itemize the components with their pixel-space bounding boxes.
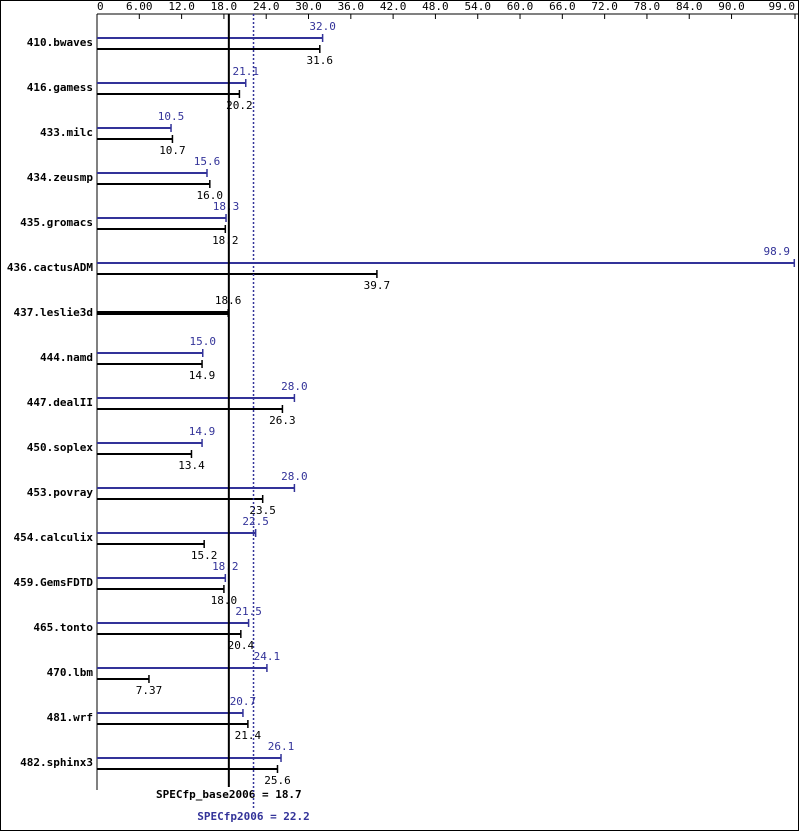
value-label: 15.6: [194, 155, 221, 168]
value-label: 22.5: [242, 515, 269, 528]
x-tick-label: 72.0: [591, 0, 618, 13]
category-label: 435.gromacs: [20, 216, 93, 229]
value-label: 18.2: [212, 560, 239, 573]
x-tick-label: 12.0: [168, 0, 195, 13]
x-tick-label: 42.0: [380, 0, 407, 13]
value-label: 28.0: [281, 470, 308, 483]
x-tick-label: 18.0: [211, 0, 238, 13]
value-label: 18.0: [211, 594, 238, 607]
value-label: 7.37: [136, 684, 163, 697]
value-label: 15.2: [191, 549, 218, 562]
x-tick-label: 0: [97, 0, 104, 13]
category-label: 437.leslie3d: [14, 306, 93, 319]
value-label: 31.6: [307, 54, 334, 67]
reference-label: SPECfp2006 = 22.2: [197, 810, 310, 823]
category-label: 470.lbm: [47, 666, 94, 679]
value-label: 20.2: [226, 99, 253, 112]
x-tick-label: 78.0: [634, 0, 661, 13]
x-tick-label: 6.00: [126, 0, 153, 13]
value-label: 13.4: [178, 459, 205, 472]
value-label: 98.9: [764, 245, 791, 258]
x-tick-label: 99.0: [769, 0, 796, 13]
value-label: 21.5: [235, 605, 262, 618]
value-label: 18.3: [213, 200, 240, 213]
category-label: 453.povray: [27, 486, 94, 499]
category-label: 434.zeusmp: [27, 171, 94, 184]
value-label: 21.1: [233, 65, 260, 78]
value-label: 39.7: [364, 279, 391, 292]
value-label: 21.4: [235, 729, 262, 742]
category-label: 436.cactusADM: [7, 261, 93, 274]
x-tick-label: 54.0: [464, 0, 491, 13]
category-label: 465.tonto: [33, 621, 93, 634]
x-tick-label: 90.0: [718, 0, 745, 13]
category-label: 410.bwaves: [27, 36, 93, 49]
category-label: 444.namd: [40, 351, 93, 364]
value-label: 15.0: [190, 335, 217, 348]
category-label: 454.calculix: [14, 531, 94, 544]
x-tick-label: 36.0: [338, 0, 365, 13]
category-label: 447.dealII: [27, 396, 93, 409]
value-label: 10.7: [159, 144, 186, 157]
value-label: 25.6: [264, 774, 291, 787]
category-label: 481.wrf: [47, 711, 93, 724]
value-label: 20.7: [230, 695, 257, 708]
value-label: 16.0: [197, 189, 224, 202]
value-label: 23.5: [249, 504, 276, 517]
value-label: 26.1: [268, 740, 295, 753]
x-tick-label: 66.0: [549, 0, 576, 13]
value-label: 28.0: [281, 380, 308, 393]
value-label: 14.9: [189, 369, 216, 382]
value-label: 14.9: [189, 425, 216, 438]
category-label: 433.milc: [40, 126, 93, 139]
x-tick-label: 84.0: [676, 0, 703, 13]
x-tick-label: 60.0: [507, 0, 534, 13]
reference-label: SPECfp_base2006 = 18.7: [156, 788, 302, 801]
category-label: 459.GemsFDTD: [14, 576, 94, 589]
value-label: 32.0: [309, 20, 336, 33]
value-label: 18.2: [212, 234, 239, 247]
value-label: 24.1: [254, 650, 281, 663]
category-label: 416.gamess: [27, 81, 93, 94]
value-label: 26.3: [269, 414, 296, 427]
category-label: 450.soplex: [27, 441, 94, 454]
x-tick-label: 24.0: [253, 0, 280, 13]
x-tick-label: 48.0: [422, 0, 449, 13]
value-label: 20.4: [228, 639, 255, 652]
x-tick-label: 30.0: [295, 0, 322, 13]
category-label: 482.sphinx3: [20, 756, 93, 769]
value-label: 10.5: [158, 110, 185, 123]
